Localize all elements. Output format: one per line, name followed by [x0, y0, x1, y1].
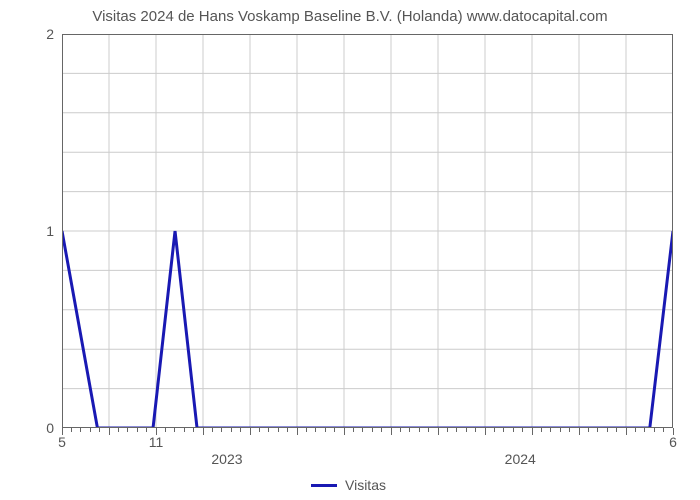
x-tick-minor — [334, 428, 335, 432]
x-tick-minor — [466, 428, 467, 432]
x-tick-minor — [146, 428, 147, 432]
legend-swatch — [311, 484, 337, 487]
x-tick-minor — [127, 428, 128, 432]
x-tick-major — [109, 428, 110, 435]
x-tick-minor — [494, 428, 495, 432]
x-tick-minor — [325, 428, 326, 432]
x-tick-minor — [428, 428, 429, 432]
x-tick-minor — [607, 428, 608, 432]
x-tick-major — [485, 428, 486, 435]
x-tick-major — [579, 428, 580, 435]
x-tick-minor — [165, 428, 166, 432]
x-tick-minor — [597, 428, 598, 432]
x-tick-major — [297, 428, 298, 435]
x-tick-minor — [381, 428, 382, 432]
x-tick-minor — [193, 428, 194, 432]
x-tick-major — [673, 428, 674, 435]
chart-plot-area: 012511620232024 — [62, 34, 673, 428]
x-tick-major — [156, 428, 157, 435]
series-line — [62, 231, 673, 428]
x-year-label: 2024 — [505, 451, 536, 467]
x-tick-minor — [503, 428, 504, 432]
chart-title: Visitas 2024 de Hans Voskamp Baseline B.… — [0, 8, 700, 25]
x-tick-minor — [588, 428, 589, 432]
x-tick-minor — [522, 428, 523, 432]
chart-legend: Visitas — [311, 477, 386, 493]
x-tick-major — [626, 428, 627, 435]
x-tick-minor — [513, 428, 514, 432]
x-tick-minor — [99, 428, 100, 432]
x-tick-minor — [278, 428, 279, 432]
x-tick-minor — [456, 428, 457, 432]
x-tick-minor — [550, 428, 551, 432]
x-tick-minor — [569, 428, 570, 432]
x-tick-minor — [118, 428, 119, 432]
x-tick-minor — [315, 428, 316, 432]
x-tick-minor — [221, 428, 222, 432]
y-tick-label: 0 — [46, 420, 54, 436]
x-tick-minor — [71, 428, 72, 432]
x-tick-minor — [635, 428, 636, 432]
x-tick-minor — [306, 428, 307, 432]
x-tick-minor — [184, 428, 185, 432]
x-tick-minor — [654, 428, 655, 432]
x-tick-minor — [287, 428, 288, 432]
x-tick-minor — [174, 428, 175, 432]
x-tick-minor — [80, 428, 81, 432]
x-tick-major — [62, 428, 63, 435]
x-tick-minor — [231, 428, 232, 432]
x-tick-minor — [240, 428, 241, 432]
legend-label: Visitas — [345, 477, 386, 493]
y-tick-label: 2 — [46, 26, 54, 42]
x-tick-host — [62, 428, 673, 438]
x-tick-minor — [259, 428, 260, 432]
x-tick-minor — [353, 428, 354, 432]
x-tick-major — [532, 428, 533, 435]
x-tick-minor — [137, 428, 138, 432]
x-tick-minor — [268, 428, 269, 432]
x-tick-major — [250, 428, 251, 435]
x-tick-major — [438, 428, 439, 435]
x-tick-major — [391, 428, 392, 435]
x-tick-major — [203, 428, 204, 435]
x-tick-minor — [409, 428, 410, 432]
x-tick-minor — [475, 428, 476, 432]
x-tick-minor — [419, 428, 420, 432]
x-tick-minor — [644, 428, 645, 432]
x-year-label: 2023 — [211, 451, 242, 467]
x-tick-minor — [400, 428, 401, 432]
x-tick-minor — [372, 428, 373, 432]
x-tick-major — [344, 428, 345, 435]
x-tick-minor — [541, 428, 542, 432]
y-tick-label: 1 — [46, 223, 54, 239]
x-tick-minor — [362, 428, 363, 432]
x-tick-minor — [447, 428, 448, 432]
x-tick-minor — [616, 428, 617, 432]
x-tick-minor — [560, 428, 561, 432]
x-tick-minor — [663, 428, 664, 432]
x-tick-minor — [90, 428, 91, 432]
x-tick-minor — [212, 428, 213, 432]
chart-svg — [62, 34, 673, 428]
